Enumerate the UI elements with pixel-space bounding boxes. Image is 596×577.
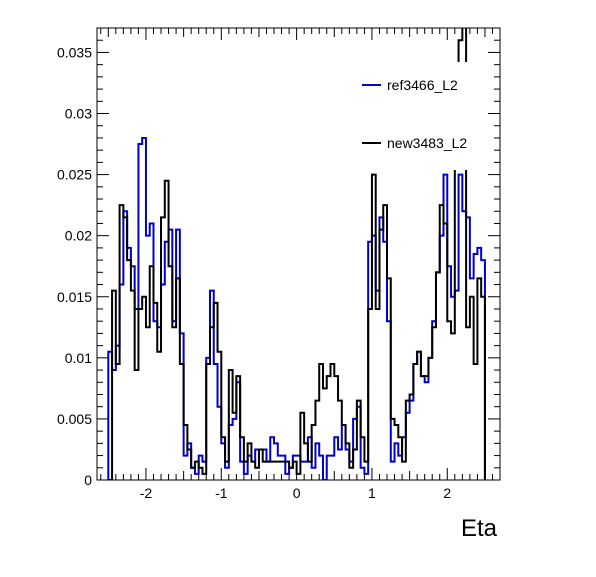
legend-label-ref3466-l2: ref3466_L2	[387, 77, 458, 93]
x-tick-label: 1	[368, 485, 376, 501]
series-new3483-l2	[108, 28, 486, 480]
y-tick-label: 0	[84, 472, 92, 488]
x-tick-label: -1	[215, 485, 228, 501]
y-tick-label: 0.015	[57, 289, 92, 305]
y-tick-label: 0.035	[57, 44, 92, 60]
legend: ref3466_L2 new3483_L2	[356, 62, 486, 170]
legend-background	[356, 62, 486, 170]
x-tick-label: 0	[293, 485, 301, 501]
y-tick-label: 0.005	[57, 411, 92, 427]
x-axis-title: Eta	[461, 515, 498, 542]
x-tick-label: -2	[140, 485, 153, 501]
y-tick-label: 0.025	[57, 167, 92, 183]
y-tick-label: 0.01	[65, 350, 92, 366]
axis-ticks: 0 0.005 0.01 0.015 0.02 0.025 0.03 0.035 -2 -1 0 1 2	[57, 28, 500, 501]
x-tick-label: 2	[443, 485, 451, 501]
legend-label-new3483-l2: new3483_L2	[387, 135, 467, 151]
plot-frame	[96, 27, 501, 481]
series-group	[107, 28, 486, 480]
y-tick-label: 0.03	[65, 106, 92, 122]
y-tick-label: 0.02	[65, 228, 92, 244]
